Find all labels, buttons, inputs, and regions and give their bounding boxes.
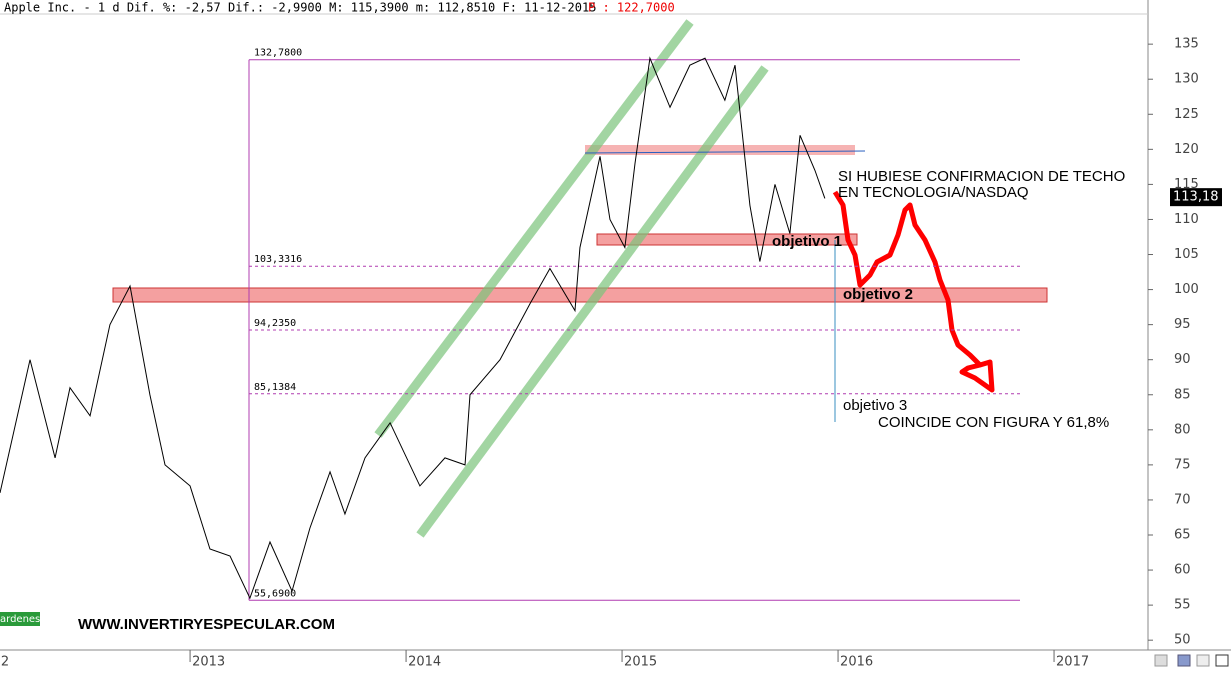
level-label: 55,6900 (254, 588, 296, 599)
y-tick-label: 115 (1174, 177, 1199, 192)
annotation: objetivo 1 (772, 233, 842, 250)
y-tick-label: 120 (1174, 142, 1199, 157)
icon[interactable] (1177, 654, 1191, 667)
y-tick-label: 95 (1174, 317, 1191, 332)
y-tick-label: 60 (1174, 563, 1191, 578)
y-tick-label: 70 (1174, 492, 1191, 507)
y-tick-label: 85 (1174, 387, 1191, 402)
price-line (0, 56, 826, 600)
level-label: 103,3316 (254, 254, 302, 265)
x-tick-label: 2014 (408, 655, 441, 670)
price-tag-label: 113,18 (1173, 190, 1219, 205)
channel-line (416, 65, 769, 538)
zone (112, 287, 1048, 303)
level-label: 132,7800 (254, 48, 302, 59)
annotation: EN TECNOLOGIA/NASDAQ (838, 184, 1029, 201)
header-price: P : 122,7000 (588, 1, 675, 15)
tag-box (0, 612, 40, 626)
projection-path (832, 190, 995, 393)
annotation: COINCIDE CON FIGURA Y 61,8% (878, 414, 1109, 431)
x-tick-label: 2017 (1056, 655, 1089, 670)
y-tick-label: 80 (1174, 422, 1191, 437)
x-tick-label: 2015 (624, 655, 657, 670)
zone (596, 233, 858, 246)
level-label: 85,1384 (254, 382, 296, 393)
icon[interactable] (1196, 654, 1210, 667)
level-label: 94,2350 (254, 318, 296, 329)
channel-line (374, 19, 694, 438)
icon[interactable] (1154, 654, 1168, 667)
y-tick-label: 105 (1174, 247, 1199, 262)
watermark: WWW.INVERTIRYESPECULAR.COM (78, 616, 335, 633)
x-tick-label: 2013 (192, 655, 225, 670)
header: Apple Inc. - 1 d Dif. %: -2,57 Dif.: -2,… (4, 1, 596, 15)
trend-line (584, 150, 866, 154)
y-tick-label: 110 (1174, 212, 1199, 227)
y-tick-label: 130 (1174, 72, 1199, 87)
y-tick-label: 90 (1174, 352, 1191, 367)
annotation: objetivo 3 (843, 397, 907, 414)
price-tag-box (1170, 188, 1222, 207)
y-tick-label: 55 (1174, 598, 1191, 613)
annotation: SI HUBIESE CONFIRMACION DE TECHO (838, 168, 1125, 185)
x-tick-label: 2016 (840, 655, 873, 670)
annotation: objetivo 2 (843, 286, 913, 303)
icon[interactable] (1215, 654, 1229, 667)
y-tick-label: 50 (1174, 633, 1191, 648)
y-tick-label: 75 (1174, 457, 1191, 472)
y-tick-label: 65 (1174, 528, 1191, 543)
tag-label: ardenes (0, 614, 40, 625)
zone (585, 145, 855, 155)
y-tick-label: 135 (1174, 37, 1199, 52)
y-tick-label: 100 (1174, 282, 1199, 297)
y-tick-label: 125 (1174, 107, 1199, 122)
